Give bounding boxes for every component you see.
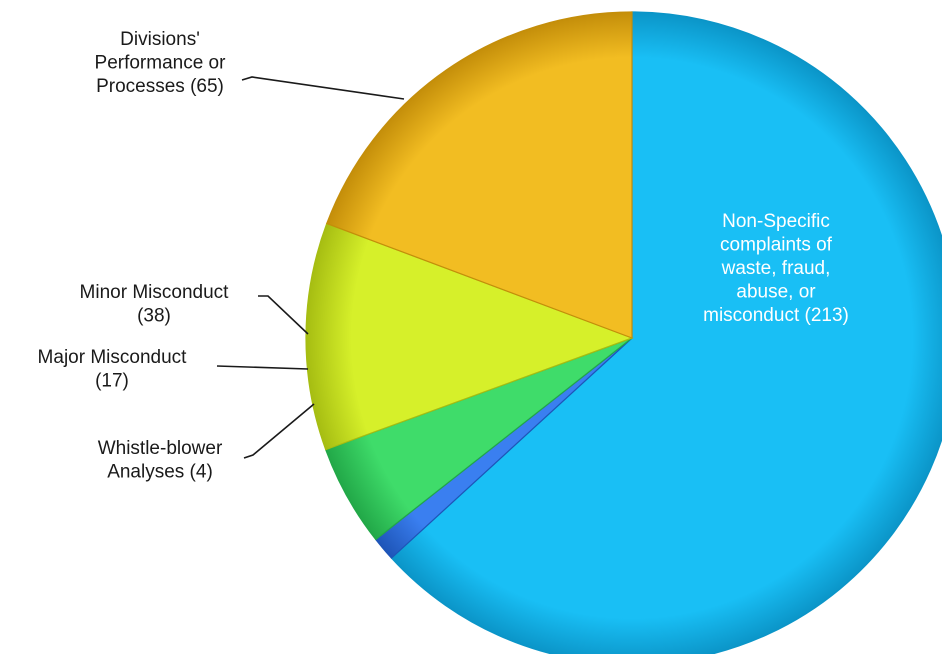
- slice-label-line: Whistle-blower: [98, 438, 223, 459]
- slice-label-line: Major Misconduct: [38, 347, 188, 368]
- slice-label-line: (38): [137, 306, 171, 327]
- slice-label-line: abuse, or: [736, 282, 816, 303]
- pie-slices: [305, 11, 942, 654]
- slice-label-line: Non-Specific: [722, 211, 830, 232]
- leader-lines: [216, 76, 405, 459]
- leader-line: [258, 295, 309, 335]
- pie-slice: [325, 11, 633, 339]
- slice-label-line: Minor Misconduct: [80, 282, 230, 303]
- leader-line: [241, 76, 405, 100]
- slice-label-line: misconduct (213): [703, 305, 849, 326]
- slice-label-line: Divisions': [120, 29, 200, 50]
- pie-slice: [390, 11, 942, 654]
- slice-label: Major Misconduct (17): [38, 347, 188, 392]
- leader-line: [216, 365, 309, 370]
- leader-line: [243, 403, 315, 459]
- slice-label: Whistle-blower Analyses (4): [98, 438, 223, 483]
- slice-label: Non-Specific complaints of waste, fraud, ab…: [703, 211, 849, 326]
- slice-label: Divisions' Performance or Processes (65): [95, 29, 227, 97]
- slice-label-line: waste, fraud,: [721, 258, 831, 279]
- slice-label-line: Performance or: [95, 53, 227, 74]
- slice-label-line: Analyses (4): [107, 462, 213, 483]
- slice-label-line: (17): [95, 371, 129, 392]
- pie-slice: [305, 222, 634, 451]
- slice-labels: Non-Specific complaints of waste, fraud, ab…: [38, 29, 849, 483]
- slice-label: Minor Misconduct (38): [80, 282, 230, 327]
- slice-label-line: complaints of: [720, 235, 833, 256]
- slice-label-line: Processes (65): [96, 76, 224, 97]
